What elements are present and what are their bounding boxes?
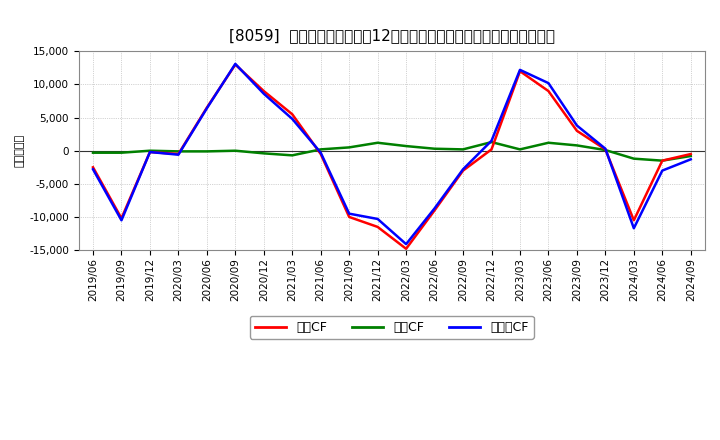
Line: 営業CF: 営業CF — [93, 65, 690, 249]
投資CF — [402, 143, 410, 149]
投資CF — [686, 154, 695, 159]
フリーCF — [544, 81, 553, 86]
営業CF — [374, 224, 382, 230]
Title: [8059]  キャッシュフローの12か月移動合計の対前年同期増減額の推移: [8059] キャッシュフローの12か月移動合計の対前年同期増減額の推移 — [229, 28, 555, 43]
投資CF — [288, 153, 297, 158]
フリーCF — [459, 167, 467, 172]
投資CF — [345, 145, 354, 150]
営業CF — [202, 105, 211, 110]
フリーCF — [174, 152, 183, 158]
投資CF — [601, 147, 610, 153]
営業CF — [516, 69, 524, 74]
フリーCF — [629, 226, 638, 231]
営業CF — [459, 168, 467, 173]
投資CF — [117, 150, 126, 155]
Line: 投資CF: 投資CF — [93, 142, 690, 161]
フリーCF — [402, 242, 410, 247]
フリーCF — [345, 211, 354, 216]
投資CF — [658, 158, 667, 163]
営業CF — [231, 62, 240, 67]
フリーCF — [487, 138, 496, 143]
営業CF — [601, 147, 610, 152]
フリーCF — [431, 206, 439, 211]
投資CF — [544, 140, 553, 145]
投資CF — [374, 140, 382, 145]
投資CF — [89, 150, 97, 155]
投資CF — [487, 139, 496, 145]
投資CF — [572, 143, 581, 148]
営業CF — [288, 112, 297, 117]
フリーCF — [316, 150, 325, 155]
営業CF — [544, 88, 553, 94]
Legend: 営業CF, 投資CF, フリーCF: 営業CF, 投資CF, フリーCF — [250, 316, 534, 339]
投資CF — [259, 151, 268, 156]
投資CF — [629, 156, 638, 161]
投資CF — [431, 146, 439, 151]
Line: フリーCF: フリーCF — [93, 64, 690, 244]
営業CF — [402, 246, 410, 251]
営業CF — [686, 151, 695, 157]
フリーCF — [288, 116, 297, 121]
投資CF — [516, 147, 524, 152]
フリーCF — [516, 67, 524, 73]
営業CF — [431, 208, 439, 213]
Y-axis label: （百万円）: （百万円） — [15, 134, 25, 167]
フリーCF — [117, 218, 126, 223]
営業CF — [487, 147, 496, 152]
フリーCF — [572, 123, 581, 128]
営業CF — [629, 218, 638, 223]
フリーCF — [686, 157, 695, 162]
営業CF — [145, 150, 154, 155]
投資CF — [231, 148, 240, 154]
フリーCF — [145, 150, 154, 155]
営業CF — [259, 88, 268, 94]
フリーCF — [658, 168, 667, 173]
投資CF — [316, 147, 325, 152]
営業CF — [89, 165, 97, 170]
フリーCF — [374, 216, 382, 222]
投資CF — [174, 149, 183, 154]
営業CF — [174, 151, 183, 157]
営業CF — [572, 128, 581, 133]
営業CF — [117, 216, 126, 221]
フリーCF — [231, 61, 240, 66]
フリーCF — [202, 106, 211, 111]
営業CF — [658, 158, 667, 163]
フリーCF — [259, 91, 268, 96]
フリーCF — [89, 167, 97, 172]
投資CF — [202, 149, 211, 154]
投資CF — [145, 148, 154, 154]
投資CF — [459, 147, 467, 152]
フリーCF — [601, 146, 610, 151]
営業CF — [345, 214, 354, 220]
営業CF — [316, 151, 325, 157]
